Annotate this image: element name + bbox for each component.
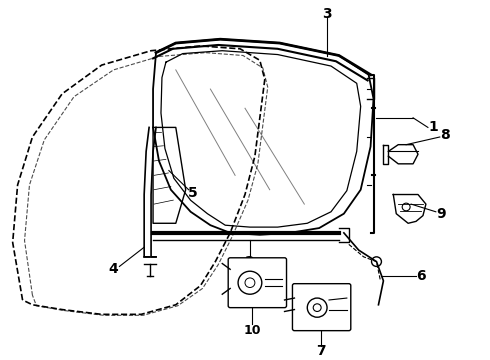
Text: 5: 5 <box>188 186 197 199</box>
Text: 3: 3 <box>322 7 332 21</box>
Text: 1: 1 <box>428 120 438 134</box>
Text: 6: 6 <box>416 269 426 283</box>
FancyBboxPatch shape <box>228 258 287 308</box>
Text: 4: 4 <box>109 262 119 276</box>
Text: 7: 7 <box>317 344 326 358</box>
Text: 9: 9 <box>436 207 445 221</box>
Text: 10: 10 <box>243 324 261 337</box>
Text: 8: 8 <box>440 128 450 142</box>
FancyBboxPatch shape <box>293 284 351 330</box>
Text: 2: 2 <box>245 255 255 269</box>
